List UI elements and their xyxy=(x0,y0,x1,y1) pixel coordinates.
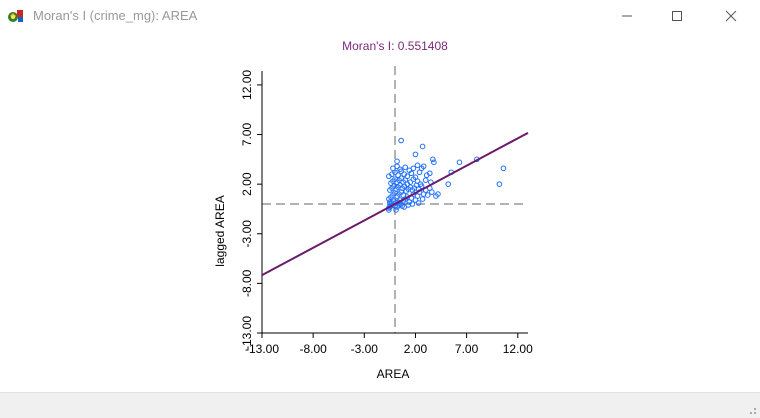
y-axis-label: lagged AREA xyxy=(213,195,227,266)
data-point xyxy=(394,158,400,165)
data-point xyxy=(424,192,431,198)
data-point xyxy=(415,200,422,206)
minimize-icon xyxy=(622,15,632,17)
status-bar xyxy=(0,392,760,418)
data-point xyxy=(429,189,435,195)
resize-grip-icon[interactable] xyxy=(745,403,757,415)
data-point xyxy=(398,137,404,144)
x-tick-label: 2.00 xyxy=(404,342,428,356)
x-tick-label: -13.00 xyxy=(245,342,279,356)
plot-area: Moran's I: 0.551408 -13.00 -8.00 -3.00 2.00… xyxy=(0,32,760,392)
data-point xyxy=(414,162,421,169)
x-axis-label: AREA xyxy=(377,367,410,381)
minimize-button[interactable] xyxy=(604,0,650,32)
close-icon xyxy=(725,10,737,22)
data-points xyxy=(386,137,507,213)
data-point xyxy=(496,181,503,187)
x-tick-label: -8.00 xyxy=(299,342,327,356)
y-tick-label: -8.00 xyxy=(240,269,254,297)
maximize-icon xyxy=(672,11,682,21)
moran-scatter-plot[interactable]: Moran's I: 0.551408 -13.00 -8.00 -3.00 2.00… xyxy=(0,32,760,392)
close-button[interactable] xyxy=(708,0,754,32)
data-point xyxy=(395,172,401,179)
data-point xyxy=(419,143,426,150)
axes xyxy=(261,71,528,334)
data-point xyxy=(431,159,437,166)
app-icon xyxy=(8,10,23,22)
data-point xyxy=(409,201,416,207)
data-point xyxy=(402,164,409,171)
title-bar: Moran's I (crime_mg): AREA xyxy=(0,0,760,32)
y-tick-label: -3.00 xyxy=(240,220,254,248)
x-tick-label: 12.00 xyxy=(503,342,533,356)
y-tick-label: 12.00 xyxy=(240,70,254,100)
data-point xyxy=(420,163,427,170)
data-point xyxy=(430,156,436,163)
data-point xyxy=(445,181,452,187)
x-tick-label: 7.00 xyxy=(455,342,479,356)
y-tick-label: -13.00 xyxy=(240,316,254,350)
data-point xyxy=(419,196,426,202)
data-point xyxy=(426,170,433,177)
x-tick-label: -3.00 xyxy=(351,342,379,356)
y-tick-label: 7.00 xyxy=(240,123,254,147)
data-point xyxy=(397,166,403,173)
data-point xyxy=(412,151,419,158)
data-point xyxy=(417,181,424,187)
data-point xyxy=(435,191,441,197)
window-title: Moran's I (crime_mg): AREA xyxy=(33,8,198,23)
data-point xyxy=(456,159,463,166)
data-point xyxy=(407,179,414,185)
data-point xyxy=(422,177,429,183)
x-axis-ticks: -13.00 -8.00 -3.00 2.00 7.00 12.00 xyxy=(245,333,533,356)
y-tick-label: 2.00 xyxy=(240,172,254,196)
maximize-button[interactable] xyxy=(654,0,700,32)
data-point xyxy=(500,165,507,172)
regression-line xyxy=(261,131,529,277)
data-point xyxy=(412,174,419,181)
regression-line-group xyxy=(261,131,529,277)
y-axis-ticks: -13.00 -8.00 -3.00 2.00 7.00 12.00 xyxy=(240,70,262,350)
chart-title: Moran's I: 0.551408 xyxy=(342,39,448,53)
data-point xyxy=(404,173,411,180)
data-point xyxy=(393,207,399,213)
data-point xyxy=(406,167,413,174)
